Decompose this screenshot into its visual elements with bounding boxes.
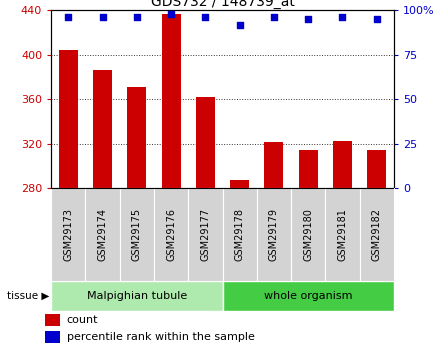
- Text: whole organism: whole organism: [264, 291, 352, 301]
- Bar: [51, 281, 223, 310]
- Point: [99, 15, 106, 20]
- Text: count: count: [67, 315, 98, 325]
- Text: GSM29179: GSM29179: [269, 208, 279, 261]
- Bar: [162, 14, 181, 188]
- Bar: [333, 141, 352, 188]
- Text: GSM29177: GSM29177: [200, 208, 210, 261]
- Bar: [154, 188, 188, 281]
- Bar: [93, 70, 112, 188]
- Bar: [196, 97, 215, 188]
- Bar: [367, 150, 386, 188]
- Text: percentile rank within the sample: percentile rank within the sample: [67, 333, 255, 342]
- Bar: [127, 87, 146, 188]
- Text: tissue ▶: tissue ▶: [7, 291, 49, 301]
- Text: GSM29181: GSM29181: [337, 208, 348, 261]
- Text: GSM29174: GSM29174: [97, 208, 108, 261]
- Bar: [59, 50, 78, 188]
- Point: [134, 15, 141, 20]
- Text: GSM29180: GSM29180: [303, 208, 313, 261]
- Point: [271, 15, 278, 20]
- Point: [339, 15, 346, 20]
- Bar: [291, 188, 325, 281]
- Text: GSM29176: GSM29176: [166, 208, 176, 261]
- Bar: [360, 188, 394, 281]
- Bar: [85, 188, 120, 281]
- Point: [236, 22, 243, 27]
- Point: [65, 15, 72, 20]
- Bar: [222, 281, 394, 310]
- Text: GSM29182: GSM29182: [372, 208, 382, 261]
- Text: GSM29175: GSM29175: [132, 208, 142, 261]
- Bar: [44, 331, 60, 343]
- Bar: [44, 314, 60, 326]
- Text: GSM29178: GSM29178: [235, 208, 245, 261]
- Point: [305, 17, 312, 22]
- Bar: [264, 142, 283, 188]
- Bar: [188, 188, 222, 281]
- Bar: [51, 188, 85, 281]
- Bar: [222, 188, 257, 281]
- Bar: [230, 180, 249, 188]
- Point: [202, 15, 209, 20]
- Text: Malpighian tubule: Malpighian tubule: [87, 291, 187, 301]
- Bar: [257, 188, 291, 281]
- Point: [168, 11, 175, 17]
- Bar: [325, 188, 360, 281]
- Point: [373, 17, 380, 22]
- Title: GDS732 / 148739_at: GDS732 / 148739_at: [150, 0, 295, 9]
- Text: GSM29173: GSM29173: [63, 208, 73, 261]
- Bar: [120, 188, 154, 281]
- Bar: [299, 150, 318, 188]
